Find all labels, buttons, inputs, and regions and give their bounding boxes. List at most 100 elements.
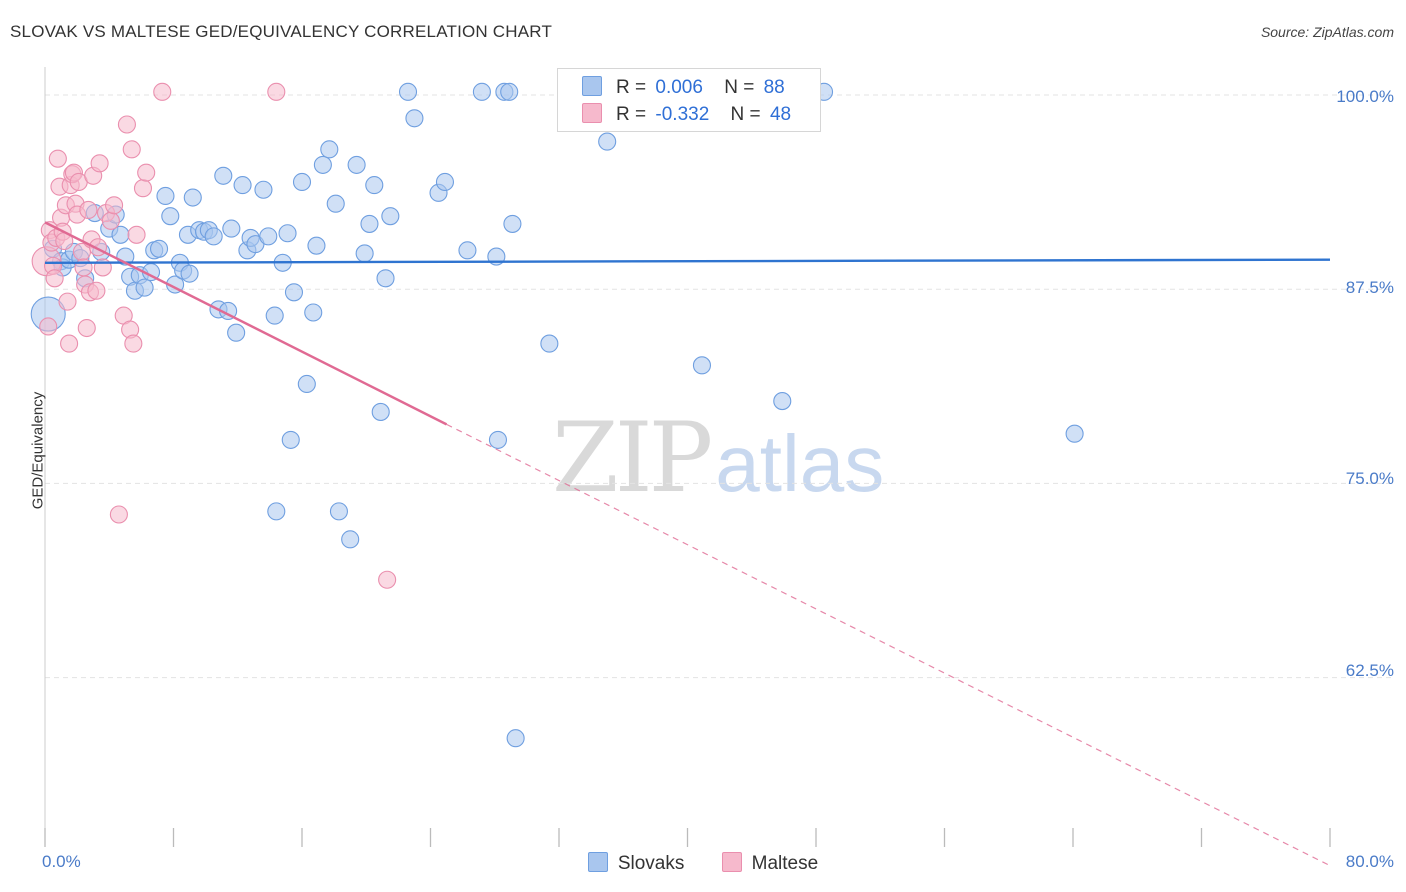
series-swatch-maltese bbox=[721, 852, 742, 872]
slovak-point-75 bbox=[540, 334, 559, 353]
legend-r-value-maltese: -0.332 bbox=[655, 104, 710, 125]
slovak-point-59 bbox=[365, 176, 384, 195]
slovak-point-41 bbox=[254, 180, 273, 199]
series-label-maltese: Maltese bbox=[751, 853, 819, 874]
maltese-point-36 bbox=[109, 505, 128, 524]
slovak-point-37 bbox=[233, 176, 252, 195]
slovak-point-47 bbox=[292, 172, 312, 192]
slovak-point-50 bbox=[307, 236, 326, 255]
slovak-point-73 bbox=[503, 214, 522, 233]
slovak-point-35 bbox=[222, 219, 241, 238]
maltese-point-43 bbox=[137, 163, 156, 182]
slovak-trend-line bbox=[44, 258, 1331, 264]
maltese-point-1 bbox=[39, 317, 58, 336]
maltese-point-38 bbox=[117, 115, 136, 134]
trend-layer bbox=[44, 221, 1331, 867]
maltese-point-42 bbox=[133, 179, 153, 198]
slovak-point-62 bbox=[381, 207, 400, 226]
source-label: Source: ZipAtlas.com bbox=[1260, 24, 1394, 40]
series-legend-maltese[interactable]: Maltese bbox=[721, 852, 819, 875]
slovak-point-36 bbox=[227, 323, 246, 342]
slovak-point-54 bbox=[267, 502, 286, 521]
slovak-point-74 bbox=[506, 729, 525, 748]
slovak-point-56 bbox=[347, 155, 366, 174]
slovak-point-77 bbox=[598, 132, 617, 151]
y-tick-label-87-5: 87.5% bbox=[1345, 278, 1394, 297]
point-layer bbox=[30, 82, 1084, 748]
maltese-point-31 bbox=[90, 154, 109, 173]
y-tick-label-75: 75.0% bbox=[1345, 469, 1394, 488]
maltese-point-46 bbox=[378, 570, 397, 589]
slovak-point-64 bbox=[405, 109, 424, 128]
slovak-point-60 bbox=[371, 402, 390, 421]
slovak-point-63 bbox=[398, 82, 418, 101]
watermark: ZIPatlas bbox=[552, 402, 884, 514]
slovak-point-81 bbox=[773, 392, 792, 411]
slovak-point-85 bbox=[326, 194, 345, 213]
slovak-point-22 bbox=[161, 207, 180, 226]
legend-row-slovaks: R = 0.006 N = 88 bbox=[582, 76, 785, 99]
slovak-point-61 bbox=[376, 269, 395, 288]
slovak-point-72 bbox=[500, 82, 519, 101]
legend-n-label: N = bbox=[724, 77, 755, 98]
slovak-point-52 bbox=[320, 140, 339, 159]
chart-title: SLOVAK VS MALTESE GED/EQUIVALENCY CORREL… bbox=[10, 22, 553, 41]
legend-n-value-slovaks: 88 bbox=[763, 77, 785, 98]
legend-row-maltese: R = -0.332 N = 48 bbox=[582, 103, 791, 126]
slovak-point-27 bbox=[183, 188, 202, 207]
maltese-point-7 bbox=[48, 149, 67, 168]
legend-r-label: R = bbox=[616, 104, 647, 125]
slovak-point-84 bbox=[1065, 424, 1084, 443]
y-tick-label-100: 100.0% bbox=[1336, 87, 1394, 106]
slovak-point-20 bbox=[149, 239, 169, 258]
slovak-point-57 bbox=[355, 244, 374, 263]
maltese-point-45 bbox=[267, 82, 286, 101]
slovak-point-33 bbox=[214, 166, 233, 185]
legend-swatch-slovaks bbox=[582, 76, 602, 96]
slovak-point-68 bbox=[472, 82, 491, 101]
slovak-point-70 bbox=[488, 430, 508, 449]
y-tick-label-62-5: 62.5% bbox=[1345, 661, 1394, 680]
maltese-trend-line bbox=[44, 221, 448, 426]
slovak-point-55 bbox=[329, 502, 348, 521]
slovak-point-46 bbox=[284, 283, 304, 302]
slovak-point-79 bbox=[692, 356, 712, 375]
maltese-trend-extension bbox=[446, 423, 1331, 867]
series-label-slovaks: Slovaks bbox=[617, 853, 685, 874]
slovak-point-45 bbox=[278, 224, 297, 243]
stats-legend: R = 0.006 N = 88 R = -0.332 N = 48 bbox=[557, 68, 821, 132]
slovak-point-53 bbox=[281, 430, 300, 449]
x-tick-label-max: 80.0% bbox=[1345, 852, 1394, 871]
watermark-atlas: atlas bbox=[715, 419, 885, 508]
maltese-point-25 bbox=[79, 200, 98, 219]
legend-r-value-slovaks: 0.006 bbox=[655, 77, 703, 98]
maltese-point-47 bbox=[122, 140, 141, 159]
y-axis-label: GED/Equivalency bbox=[29, 391, 47, 510]
maltese-point-13 bbox=[58, 292, 77, 311]
legend-swatch-maltese bbox=[582, 103, 602, 123]
legend-n-label: N = bbox=[730, 104, 761, 125]
slovak-point-66 bbox=[435, 172, 455, 192]
series-legend: Slovaks Maltese bbox=[0, 852, 1406, 875]
series-swatch-slovaks bbox=[587, 852, 608, 872]
slovak-point-58 bbox=[360, 214, 379, 233]
slovak-point-42 bbox=[259, 227, 278, 246]
series-legend-slovaks[interactable]: Slovaks bbox=[587, 852, 685, 875]
slovak-point-43 bbox=[265, 306, 284, 325]
legend-n-value-maltese: 48 bbox=[769, 104, 792, 125]
maltese-point-40 bbox=[124, 334, 143, 353]
slovak-point-86 bbox=[341, 530, 360, 549]
slovak-point-67 bbox=[458, 241, 477, 260]
maltese-point-35 bbox=[105, 196, 124, 215]
maltese-point-41 bbox=[127, 225, 146, 244]
slovak-point-17 bbox=[135, 278, 154, 297]
maltese-point-24 bbox=[77, 318, 96, 338]
slovak-point-49 bbox=[304, 303, 323, 322]
slovak-point-87 bbox=[180, 264, 199, 283]
slovak-point-31 bbox=[204, 227, 223, 246]
axis-layer bbox=[44, 67, 1331, 847]
maltese-point-44 bbox=[153, 82, 172, 101]
slovak-point-21 bbox=[156, 186, 175, 206]
legend-r-label: R = bbox=[616, 77, 647, 98]
